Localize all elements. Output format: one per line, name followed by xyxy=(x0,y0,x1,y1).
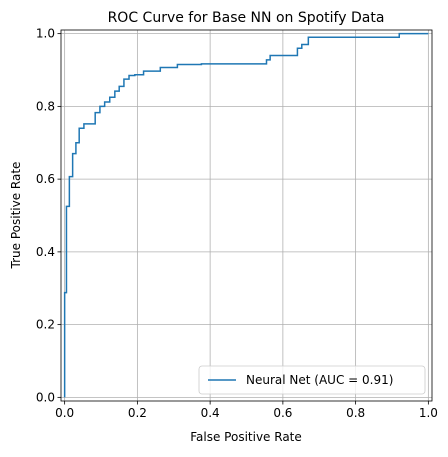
x-tick-label: 0.0 xyxy=(55,406,74,420)
y-tick-label: 0.0 xyxy=(36,390,55,404)
y-tick-label: 0.2 xyxy=(36,318,55,332)
y-tick-label: 0.6 xyxy=(36,172,55,186)
x-tick-label: 0.6 xyxy=(273,406,292,420)
roc-curve-line xyxy=(63,32,429,398)
x-ticks: 0.0 0.2 0.4 0.6 0.8 1.0 xyxy=(55,401,438,420)
y-axis-label: True Positive Rate xyxy=(9,162,23,270)
grid-layer xyxy=(61,30,432,401)
plot-frame xyxy=(60,29,433,402)
chart-title: ROC Curve for Base NN on Spotify Data xyxy=(108,10,385,26)
y-tick-label: 0.8 xyxy=(36,99,55,113)
x-axis-label: False Positive Rate xyxy=(190,430,302,444)
y-tick-label: 1.0 xyxy=(36,27,55,41)
legend: Neural Net (AUC = 0.91) xyxy=(198,365,426,395)
x-tick-label: 1.0 xyxy=(419,406,438,420)
legend-box xyxy=(198,365,426,395)
y-tick-label: 0.4 xyxy=(36,245,55,259)
x-tick-label: 0.4 xyxy=(201,406,220,420)
x-tick-label: 0.8 xyxy=(346,406,365,420)
x-tick-label: 0.2 xyxy=(128,406,147,420)
y-ticks: 0.0 0.2 0.4 0.6 0.8 1.0 xyxy=(36,27,61,404)
series-layer xyxy=(63,32,429,398)
legend-label: Neural Net (AUC = 0.91) xyxy=(246,373,393,387)
